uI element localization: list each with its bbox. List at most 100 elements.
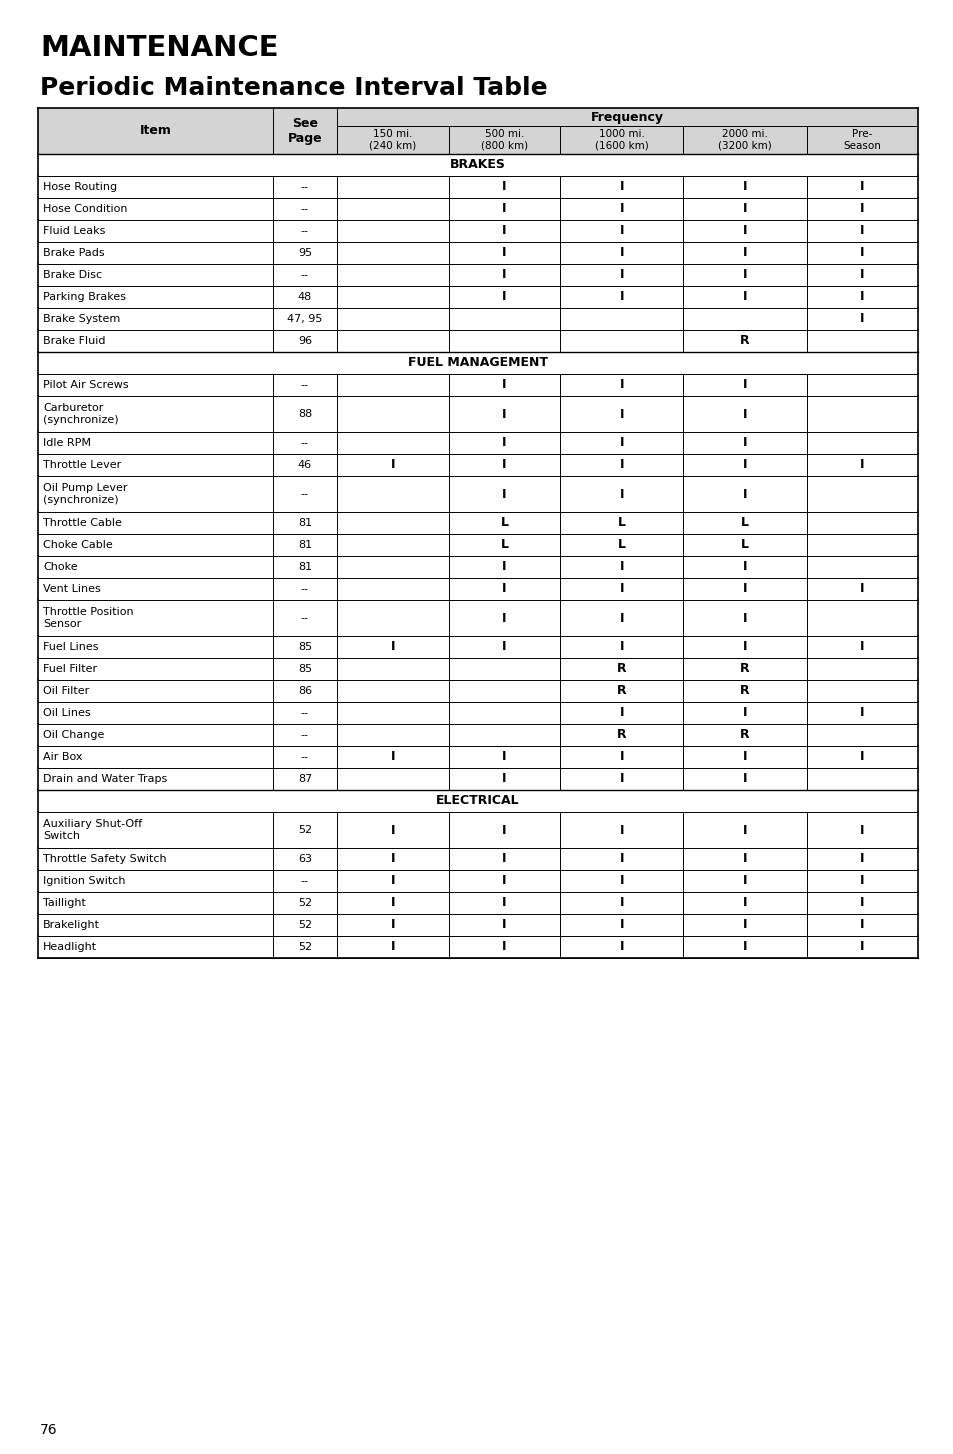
Text: Hose Condition: Hose Condition bbox=[43, 204, 128, 214]
Text: I: I bbox=[741, 378, 746, 391]
Bar bbox=[38, 352, 917, 374]
Text: I: I bbox=[741, 823, 746, 836]
Text: I: I bbox=[501, 750, 506, 763]
Text: Auxiliary Shut-Off
Switch: Auxiliary Shut-Off Switch bbox=[43, 819, 142, 840]
Text: I: I bbox=[741, 897, 746, 910]
Text: I: I bbox=[741, 612, 746, 625]
Bar bbox=[336, 108, 917, 126]
Text: Taillight: Taillight bbox=[43, 899, 86, 907]
Text: I: I bbox=[741, 407, 746, 420]
Text: 52: 52 bbox=[297, 899, 312, 907]
Text: I: I bbox=[501, 823, 506, 836]
Text: R: R bbox=[740, 685, 749, 698]
Text: See
Page: See Page bbox=[287, 116, 322, 145]
Text: I: I bbox=[501, 487, 506, 500]
Text: I: I bbox=[859, 750, 863, 763]
Text: I: I bbox=[859, 707, 863, 720]
Bar bbox=[38, 555, 917, 579]
Text: I: I bbox=[618, 823, 623, 836]
Text: I: I bbox=[618, 750, 623, 763]
Text: I: I bbox=[741, 941, 746, 954]
Text: Ignition Switch: Ignition Switch bbox=[43, 875, 126, 885]
Text: L: L bbox=[500, 516, 508, 529]
Bar bbox=[336, 126, 448, 154]
Bar bbox=[38, 601, 917, 635]
Bar bbox=[38, 724, 917, 746]
Text: --: -- bbox=[300, 708, 309, 718]
Text: I: I bbox=[859, 583, 863, 596]
Text: R: R bbox=[617, 728, 626, 742]
Text: I: I bbox=[618, 407, 623, 420]
Bar bbox=[38, 702, 917, 724]
Text: I: I bbox=[618, 180, 623, 193]
Bar bbox=[38, 265, 917, 286]
Bar bbox=[38, 198, 917, 220]
Text: Oil Filter: Oil Filter bbox=[43, 686, 90, 696]
Text: I: I bbox=[391, 458, 395, 471]
Bar bbox=[682, 126, 805, 154]
Text: I: I bbox=[501, 180, 506, 193]
Text: I: I bbox=[391, 750, 395, 763]
Text: I: I bbox=[741, 202, 746, 215]
Text: I: I bbox=[618, 583, 623, 596]
Bar bbox=[38, 746, 917, 768]
Text: 81: 81 bbox=[297, 563, 312, 571]
Text: 85: 85 bbox=[297, 643, 312, 651]
Bar bbox=[38, 915, 917, 936]
Text: Throttle Lever: Throttle Lever bbox=[43, 459, 121, 470]
Text: I: I bbox=[741, 750, 746, 763]
Text: I: I bbox=[501, 941, 506, 954]
Text: Oil Pump Lever
(synchronize): Oil Pump Lever (synchronize) bbox=[43, 483, 128, 505]
Text: I: I bbox=[859, 247, 863, 259]
Text: I: I bbox=[859, 291, 863, 304]
Text: Oil Change: Oil Change bbox=[43, 730, 104, 740]
Text: 95: 95 bbox=[297, 249, 312, 257]
Text: Pre-
Season: Pre- Season bbox=[842, 129, 881, 151]
Text: I: I bbox=[391, 874, 395, 887]
Text: Fuel Lines: Fuel Lines bbox=[43, 643, 98, 651]
Text: R: R bbox=[740, 334, 749, 348]
Text: 86: 86 bbox=[297, 686, 312, 696]
Text: I: I bbox=[501, 291, 506, 304]
Text: I: I bbox=[501, 897, 506, 910]
Text: --: -- bbox=[300, 438, 309, 448]
Text: I: I bbox=[859, 919, 863, 932]
Text: --: -- bbox=[300, 204, 309, 214]
Text: I: I bbox=[501, 407, 506, 420]
Text: Fluid Leaks: Fluid Leaks bbox=[43, 225, 105, 236]
Bar bbox=[38, 579, 917, 601]
Text: I: I bbox=[391, 823, 395, 836]
Text: Idle RPM: Idle RPM bbox=[43, 438, 91, 448]
Text: Brake Pads: Brake Pads bbox=[43, 249, 105, 257]
Text: 46: 46 bbox=[297, 459, 312, 470]
Text: I: I bbox=[859, 874, 863, 887]
Text: FUEL MANAGEMENT: FUEL MANAGEMENT bbox=[408, 356, 547, 369]
Text: 96: 96 bbox=[297, 336, 312, 346]
Text: I: I bbox=[741, 583, 746, 596]
Text: I: I bbox=[859, 897, 863, 910]
Text: I: I bbox=[741, 180, 746, 193]
Text: I: I bbox=[391, 941, 395, 954]
Bar bbox=[38, 454, 917, 475]
Text: --: -- bbox=[300, 614, 309, 622]
Text: --: -- bbox=[300, 875, 309, 885]
Text: --: -- bbox=[300, 182, 309, 192]
Text: I: I bbox=[859, 458, 863, 471]
Text: BRAKES: BRAKES bbox=[450, 158, 505, 172]
Bar bbox=[38, 534, 917, 555]
Bar bbox=[448, 126, 559, 154]
Text: 85: 85 bbox=[297, 664, 312, 675]
Text: L: L bbox=[740, 516, 748, 529]
Text: I: I bbox=[391, 641, 395, 653]
Bar bbox=[38, 659, 917, 680]
Text: I: I bbox=[618, 378, 623, 391]
Bar bbox=[38, 176, 917, 198]
Text: I: I bbox=[741, 269, 746, 282]
Bar bbox=[38, 936, 917, 958]
Bar bbox=[38, 811, 917, 848]
Text: Brakelight: Brakelight bbox=[43, 920, 100, 931]
Text: Frequency: Frequency bbox=[591, 111, 663, 124]
Text: I: I bbox=[741, 224, 746, 237]
Text: I: I bbox=[741, 772, 746, 785]
Text: I: I bbox=[741, 560, 746, 573]
